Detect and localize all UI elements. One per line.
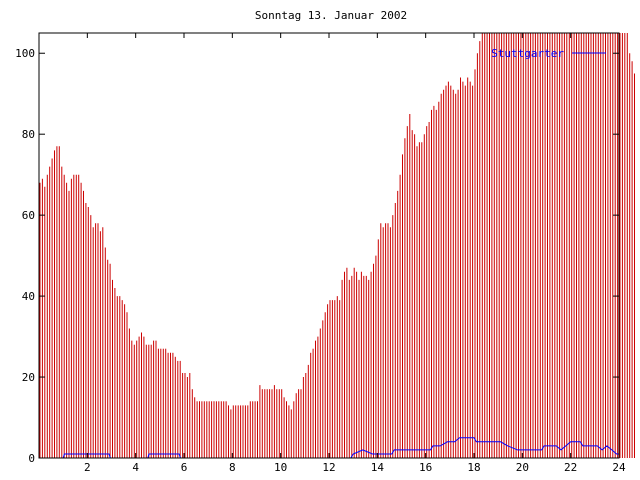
series-stuttgarter <box>39 437 619 459</box>
x-tick-label: 4 <box>132 461 139 474</box>
y-tick-label: 40 <box>22 290 35 303</box>
y-tick-label: 100 <box>15 47 35 60</box>
x-tick-label: 24 <box>612 461 626 474</box>
y-tick-label: 0 <box>28 452 35 465</box>
y-tick-label: 60 <box>22 209 35 222</box>
x-tick-label: 12 <box>322 461 335 474</box>
series-line-stuttgarter <box>39 437 619 459</box>
x-tick-label: 18 <box>467 461 480 474</box>
x-tick-label: 6 <box>181 461 188 474</box>
x-tick-label: 14 <box>371 461 385 474</box>
x-tick-label: 10 <box>274 461 287 474</box>
y-tick-label: 20 <box>22 371 35 384</box>
x-tick-label: 20 <box>516 461 529 474</box>
x-tick-label: 22 <box>564 461 577 474</box>
legend-label-stuttgarter: Stuttgarter <box>491 47 564 60</box>
chart-title: Sonntag 13. Januar 2002 <box>255 9 407 22</box>
y-tick-label: 80 <box>22 128 35 141</box>
x-tick-label: 2 <box>84 461 91 474</box>
legend: Stuttgarter <box>491 47 606 60</box>
primary-series-bars <box>39 33 635 458</box>
x-tick-label: 16 <box>419 461 432 474</box>
x-tick-label: 8 <box>229 461 236 474</box>
plot-frame <box>38 32 620 459</box>
